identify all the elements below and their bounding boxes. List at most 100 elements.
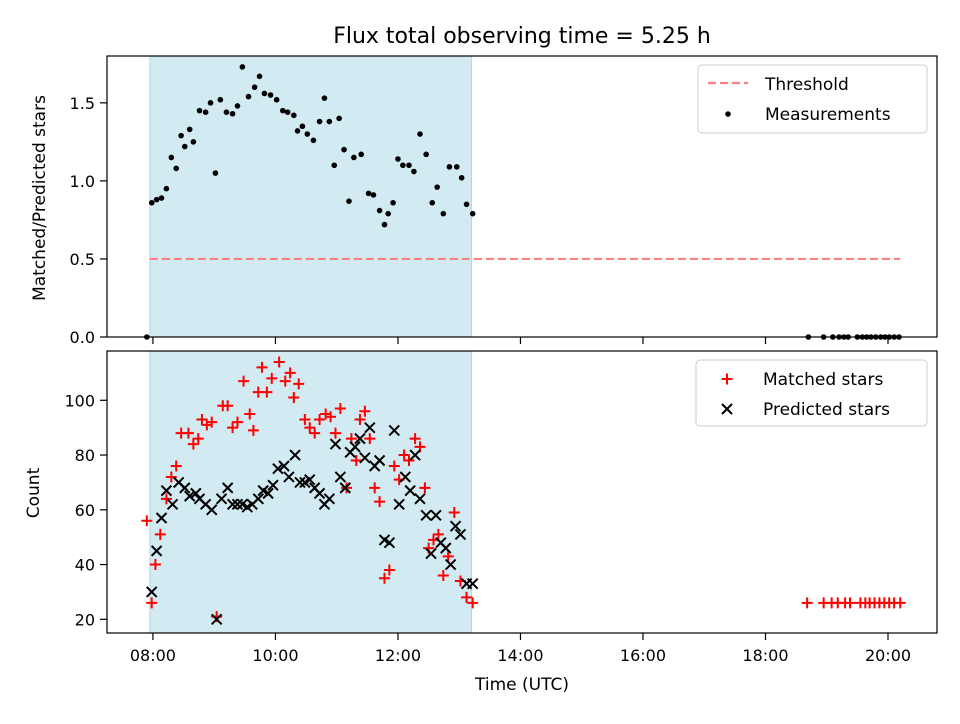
predicted-star-point [226, 498, 239, 511]
matched-star-point [448, 507, 460, 519]
predicted-star-point [289, 449, 301, 461]
predicted-star-point [155, 512, 168, 524]
legend-predicted-swatch [721, 403, 733, 415]
top-observing-interval [149, 55, 472, 338]
measurement-point [434, 184, 440, 190]
predicted-star-point [430, 509, 442, 521]
bottom-x-tick-label: 08:00 [130, 646, 176, 665]
matched-star-point [182, 427, 194, 439]
measurement-point [365, 190, 372, 197]
bottom-y-tick-label: 60 [75, 501, 95, 520]
measurement-point [417, 131, 423, 137]
top-y-tick-label: 1.0 [70, 172, 95, 191]
matched-star-point [160, 493, 172, 505]
top-y-axis-label: Matched/Predicted stars [30, 95, 50, 301]
matched-star-point [146, 597, 158, 609]
measurement-point [294, 128, 301, 134]
matched-star-point [369, 482, 381, 494]
top-y-tick-label: 0.0 [70, 328, 95, 347]
measurement-point [331, 162, 338, 169]
matched-star-point [293, 378, 305, 390]
top-plot-frame [106, 55, 938, 338]
matched-star-point [231, 416, 243, 428]
measurement-point [284, 109, 291, 115]
matched-star-point [284, 367, 296, 379]
bottom-plot-frame [106, 350, 938, 634]
predicted-star-point [334, 471, 347, 483]
matched-star-point [256, 361, 268, 373]
measurement-point [370, 192, 377, 198]
bottom-panel: 20 40 60 80 100 08:00 10:00 12:00 14:00 16:00 18:0… [64, 350, 938, 665]
top-y-tick-label: 1.5 [70, 94, 95, 113]
predicted-star-point [329, 438, 342, 450]
predicted-star-point [231, 498, 244, 511]
measurement-point [385, 210, 391, 217]
measurement-point [273, 96, 280, 103]
measurement-point [304, 131, 311, 137]
matched-star-point [279, 375, 291, 387]
bottom-x-tick-label: 14:00 [497, 646, 543, 665]
predicted-star-point [444, 558, 457, 571]
predicted-star-point [252, 493, 265, 505]
bottom-y-tick-label: 40 [75, 556, 95, 575]
measurement-point [463, 201, 470, 208]
matched-star-point [398, 449, 410, 461]
predicted-star-point [364, 421, 376, 434]
bottom-x-tick-label: 12:00 [375, 646, 421, 665]
matched-star-point [244, 408, 256, 420]
predicted-star-point [393, 498, 405, 511]
predicted-star-point [160, 484, 173, 497]
measurement-point [256, 73, 263, 80]
matched-star-point [409, 433, 421, 445]
predicted-star-point [183, 490, 196, 502]
measurement-point [190, 139, 197, 145]
legend-predicted-label: Predicted stars [763, 400, 890, 420]
legend-measurements-label: Measurements [765, 105, 891, 125]
predicted-star-point [210, 613, 223, 626]
bottom-legend-box [695, 359, 928, 427]
measurement-point [299, 123, 306, 130]
measurement-point [186, 126, 193, 133]
predicted-star-point [354, 432, 366, 445]
matched-star-point [149, 559, 161, 571]
measurement-point [153, 196, 160, 203]
matched-star-point [170, 460, 182, 472]
measurement-point [381, 221, 388, 228]
matched-star-point [314, 413, 326, 425]
matched-star-point [359, 405, 371, 417]
matched-star-point [238, 375, 250, 387]
measurement-point [440, 210, 447, 217]
legend-matched-swatch [721, 373, 733, 385]
matched-star-point [141, 515, 153, 527]
predicted-star-point [359, 452, 371, 464]
top-legend: Threshold Measurements [697, 64, 928, 134]
x-axis-label: Time (UTC) [474, 675, 569, 695]
measurement-point [202, 109, 209, 115]
predicted-star-point [425, 547, 437, 560]
predicted-star-point [262, 487, 274, 500]
measurement-point [341, 146, 347, 153]
predicted-star-point [190, 487, 202, 500]
top-y-tick-label: 0.5 [70, 250, 95, 269]
measurement-point [261, 90, 268, 97]
measurement-point [458, 174, 465, 181]
bottom-x-tick-label: 20:00 [865, 646, 911, 665]
matched-star-point [227, 422, 239, 434]
measurement-point [316, 118, 323, 125]
matched-star-point [329, 427, 341, 439]
measurement-point [239, 64, 246, 70]
matched-star-point [461, 591, 473, 603]
predicted-star-point [215, 493, 228, 505]
measurement-point [469, 210, 476, 217]
predicted-star-point [449, 520, 462, 532]
measurement-point [395, 156, 401, 162]
predicted-star-point [399, 471, 412, 483]
bottom-y-tick-label: 80 [75, 446, 95, 465]
predicted-star-point [414, 493, 426, 505]
measurement-point [251, 84, 258, 91]
predicted-star-point [267, 479, 279, 491]
matched-star-point [403, 455, 415, 467]
measurement-point [291, 112, 297, 119]
matched-star-point [288, 392, 300, 404]
matched-star-point [334, 402, 346, 414]
